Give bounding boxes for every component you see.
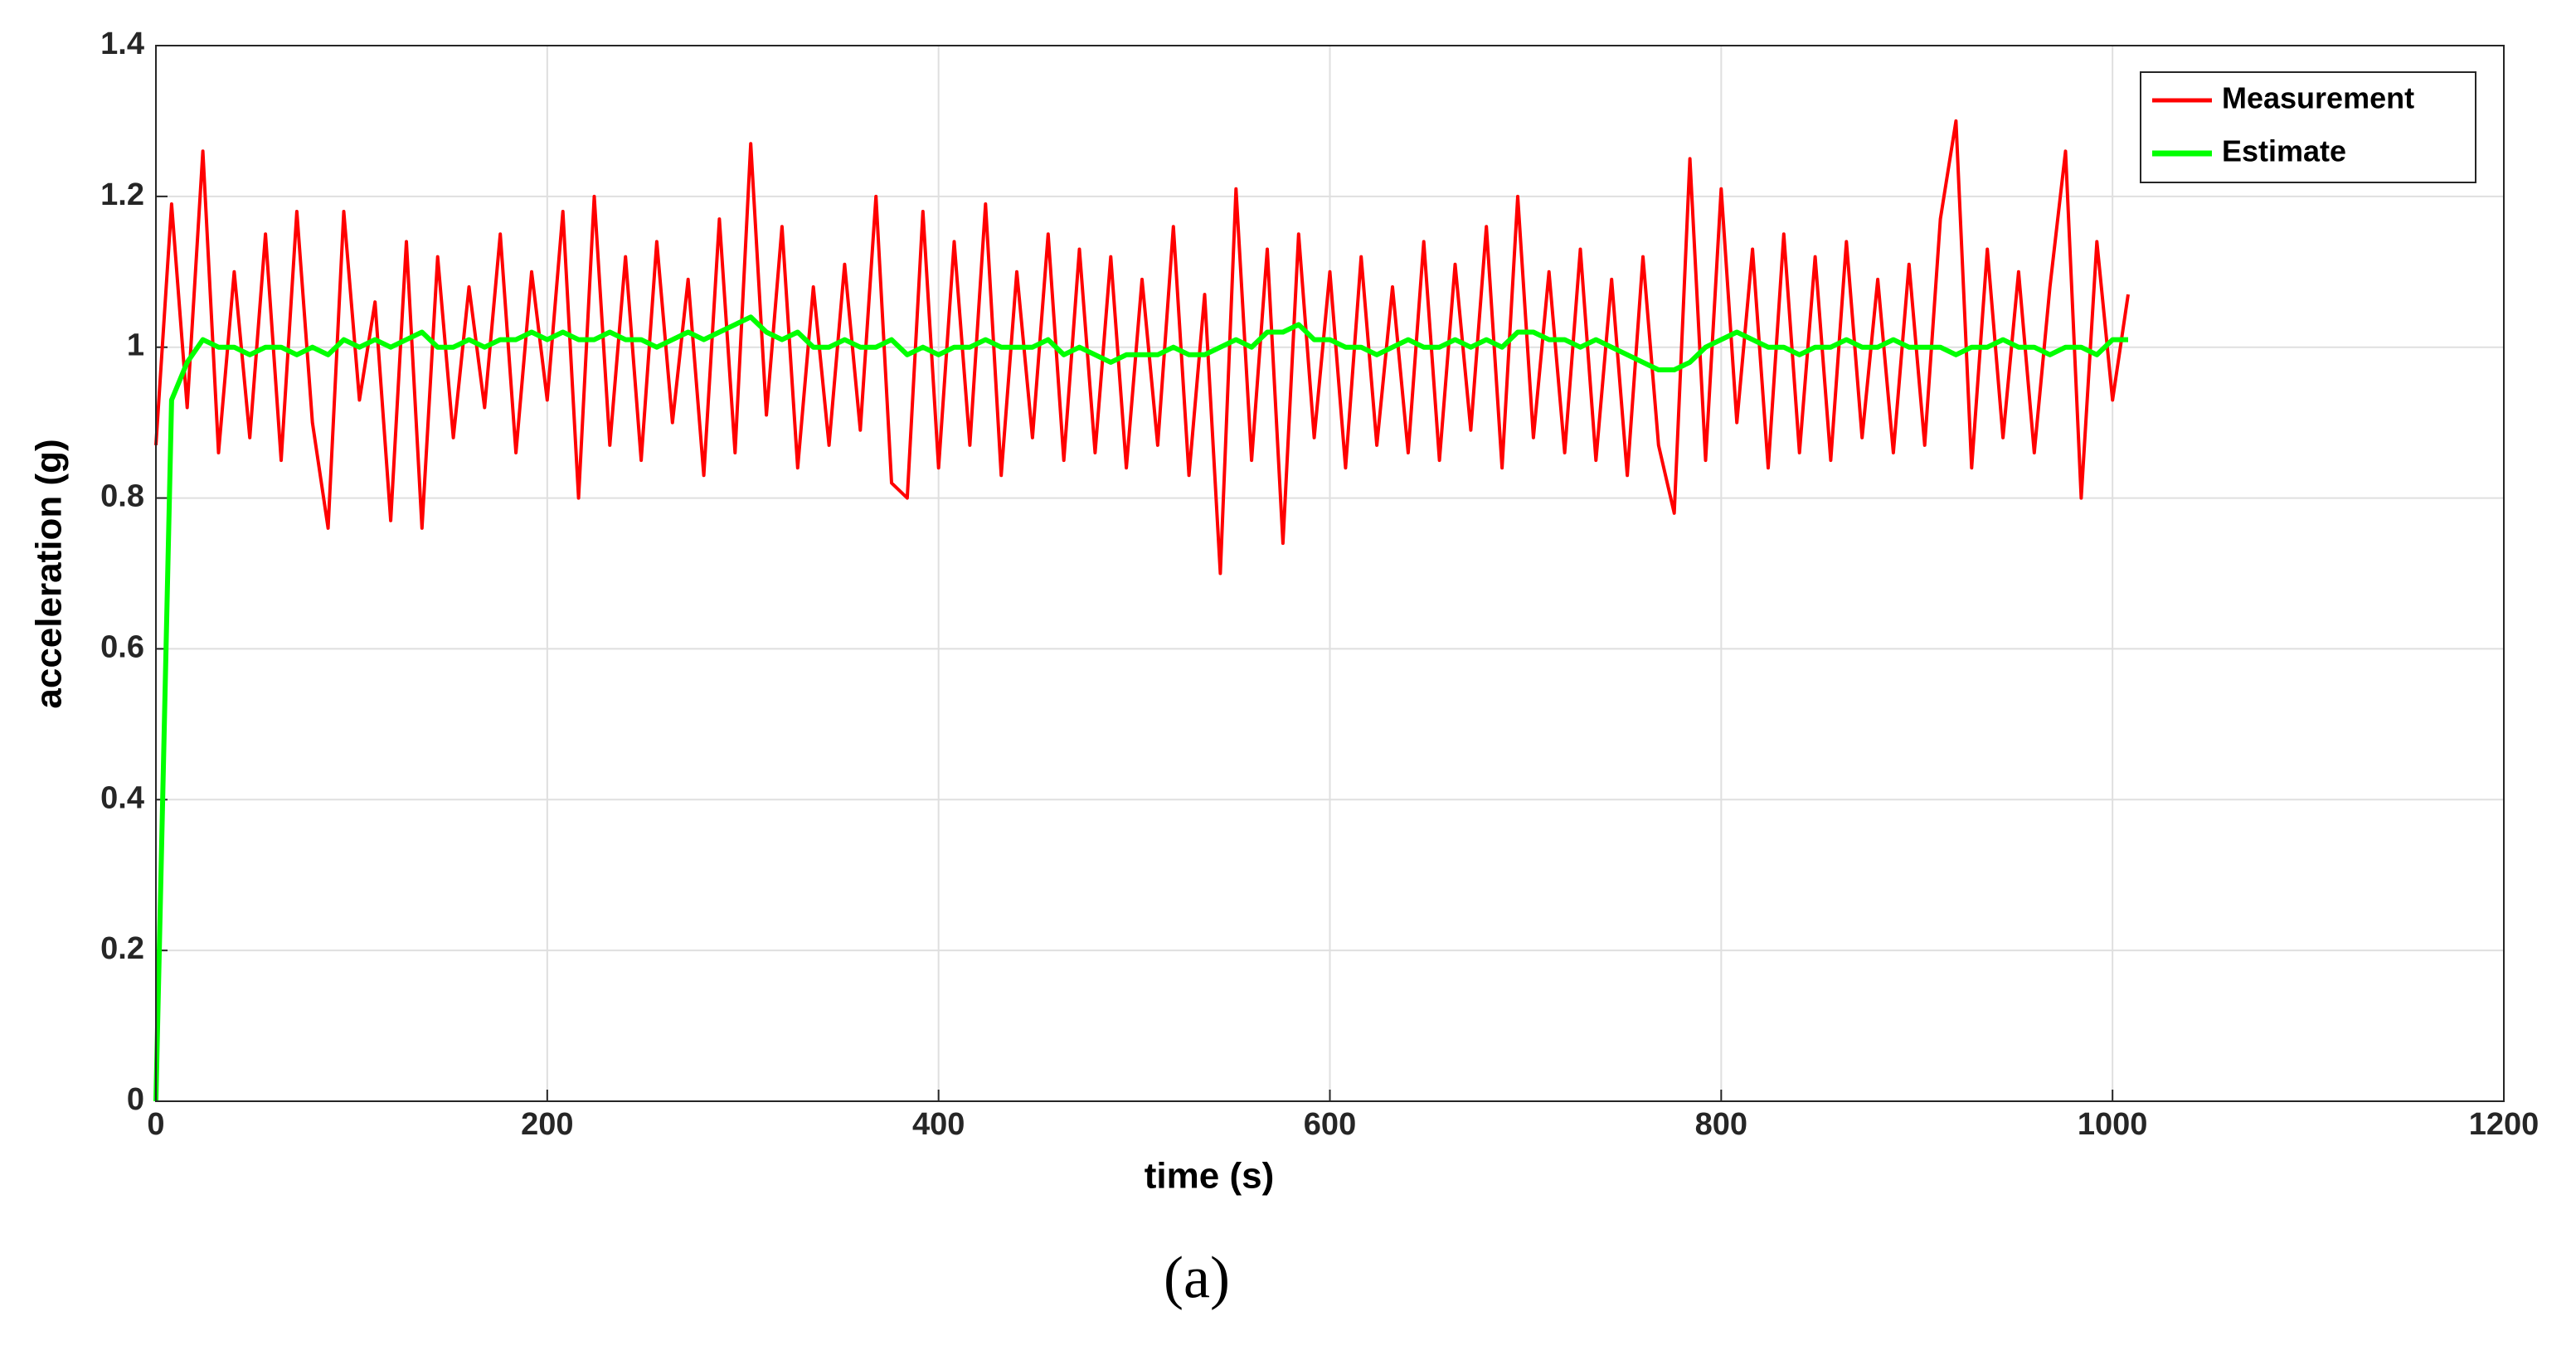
x-tick-label: 400 <box>912 1107 965 1142</box>
y-tick-label: 0.8 <box>100 479 144 514</box>
x-tick-label: 200 <box>521 1107 573 1142</box>
y-tick-label: 1.2 <box>100 177 144 212</box>
y-tick-label: 0 <box>127 1082 144 1117</box>
legend-label: Estimate <box>2222 134 2346 168</box>
y-tick-label: 1 <box>127 328 144 363</box>
data-line <box>153 314 2128 1102</box>
caption: (a) <box>1164 1245 1230 1311</box>
x-tick-label: 1200 <box>2469 1107 2540 1142</box>
y-tick-label: 0.2 <box>100 931 144 966</box>
y-tick-label: 0.4 <box>100 780 144 815</box>
x-tick-label: 0 <box>147 1107 164 1142</box>
y-tick-label: 1.4 <box>100 27 144 61</box>
axes-frame <box>155 45 2505 1102</box>
legend-box <box>2140 71 2476 183</box>
y-tick-label: 0.6 <box>100 629 144 664</box>
legend-label: Measurement <box>2222 81 2414 115</box>
x-tick-label: 1000 <box>2078 1107 2148 1142</box>
data-line <box>154 119 2130 576</box>
x-axis-label: time (s) <box>1145 1156 1274 1197</box>
x-tick-label: 600 <box>1304 1107 1356 1142</box>
x-tick-label: 800 <box>1695 1107 1747 1142</box>
y-axis-label: acceleration (g) <box>29 439 70 708</box>
